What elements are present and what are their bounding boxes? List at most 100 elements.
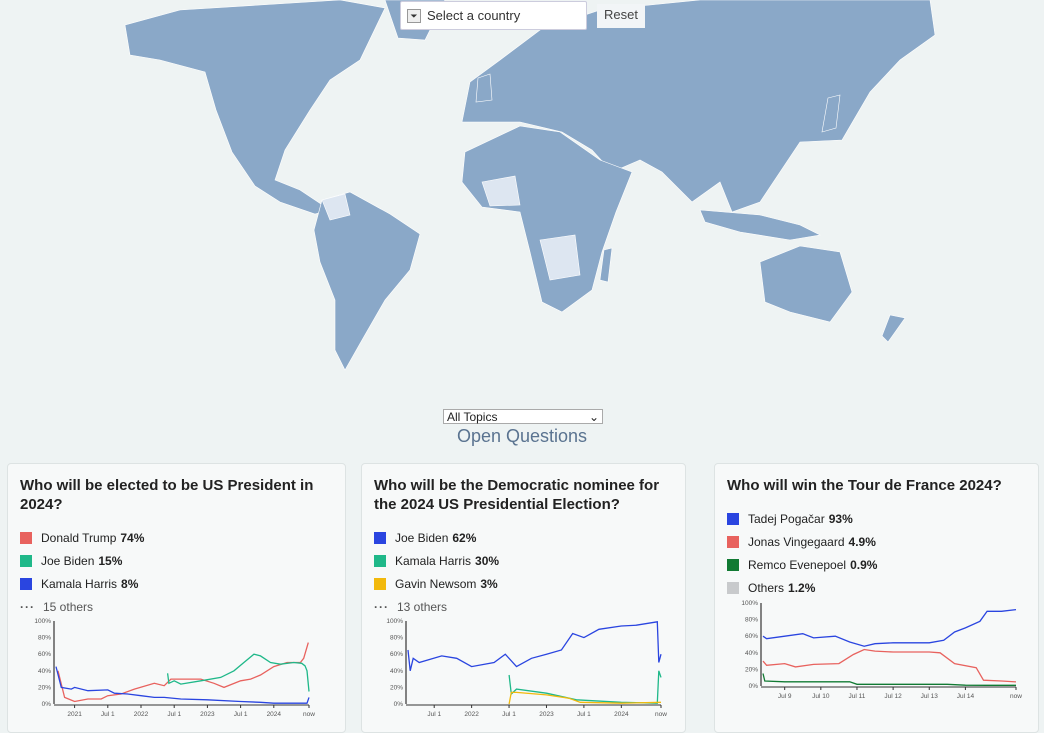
reset-button[interactable]: Reset <box>597 4 645 28</box>
y-tick-label: 20% <box>745 666 758 673</box>
filter-icon: ⏷ <box>407 8 421 23</box>
legend-swatch <box>20 577 32 590</box>
x-tick-label: Jul 1 <box>577 711 591 718</box>
x-tick-label: now <box>655 711 667 718</box>
legend-swatch <box>727 558 739 571</box>
world-map[interactable] <box>0 0 1044 380</box>
option-label: Kamala Harris <box>41 576 118 591</box>
option-row: Jonas Vingegaard 4.9% <box>727 530 1026 553</box>
country-australia[interactable] <box>759 245 853 323</box>
y-tick-label: 20% <box>390 684 403 691</box>
legend-swatch <box>374 577 386 590</box>
option-pct: 3% <box>480 576 498 591</box>
x-tick-label: Jul 9 <box>778 693 792 700</box>
y-tick-label: 100% <box>34 618 51 625</box>
more-options[interactable]: ··· 13 others <box>374 595 673 618</box>
x-tick-label: 2023 <box>539 711 554 718</box>
ellipsis-icon: ··· <box>20 599 35 614</box>
x-tick-label: now <box>1010 693 1022 700</box>
x-tick-label: 2023 <box>200 711 215 718</box>
option-label: Donald Trump <box>41 530 117 545</box>
question-title: Who will win the Tour de France 2024? <box>727 477 1002 494</box>
country-madagascar[interactable] <box>599 247 613 283</box>
series-line-tadej-poga-ar <box>762 608 1017 647</box>
more-options[interactable]: ··· 15 others <box>20 595 333 618</box>
x-tick-label: 2024 <box>267 711 282 718</box>
x-tick-label: Jul 14 <box>957 693 975 700</box>
option-pct: 4.9% <box>848 534 876 549</box>
question-title: Who will be the Democratic nominee for t… <box>374 477 660 513</box>
legend-swatch <box>727 581 739 594</box>
probability-chart: 0% 20% 40% 60% 80% 100% 2021 Jul 1 2022 Jul 1 2023… <box>34 618 315 718</box>
country-japan[interactable] <box>821 94 841 133</box>
option-pct: 1.2% <box>788 580 816 595</box>
question-card[interactable]: Who will be elected to be US President i… <box>7 463 346 733</box>
country-sahel[interactable] <box>481 175 521 207</box>
option-row: Kamala Harris 8% <box>20 572 333 595</box>
option-row: Tadej Pogačar 93% <box>727 507 1026 530</box>
option-pct: 62% <box>452 530 477 545</box>
x-tick-label: 2021 <box>67 711 82 718</box>
option-label: Jonas Vingegaard <box>748 534 845 549</box>
country-select-placeholder: Select a country <box>427 8 521 23</box>
more-label: 13 others <box>397 599 448 614</box>
x-tick-label: Jul 1 <box>502 711 516 718</box>
country-new-zealand[interactable] <box>881 314 906 343</box>
option-label: Others <box>748 580 785 595</box>
ellipsis-icon: ··· <box>374 599 389 614</box>
option-label: Gavin Newsom <box>395 576 477 591</box>
series-line-joe-biden <box>407 621 662 671</box>
question-title: Who will be elected to be US President i… <box>20 477 314 513</box>
x-tick-label: Jul 11 <box>849 693 866 700</box>
y-tick-label: 0% <box>394 701 404 708</box>
x-tick-label: Jul 1 <box>427 711 441 718</box>
legend-swatch <box>20 554 32 567</box>
option-label: Joe Biden <box>41 553 95 568</box>
x-tick-label: Jul 12 <box>884 693 902 700</box>
y-tick-label: 100% <box>741 600 758 607</box>
option-pct: 30% <box>475 553 500 568</box>
option-pct: 74% <box>120 530 145 545</box>
option-row: Joe Biden 15% <box>20 549 333 572</box>
series-line-remco-evenepoel <box>762 673 1016 686</box>
section-title: Open Questions <box>456 426 588 446</box>
country-north-america[interactable] <box>124 0 386 215</box>
option-row: Donald Trump 74% <box>20 526 333 549</box>
y-tick-label: 20% <box>38 684 51 691</box>
option-pct: 8% <box>121 576 139 591</box>
country-south-america[interactable] <box>313 191 421 371</box>
legend-swatch <box>727 535 739 548</box>
option-row: Gavin Newsom 3% <box>374 572 673 595</box>
country-uk[interactable] <box>475 73 493 103</box>
legend-swatch <box>374 554 386 567</box>
country-africa[interactable] <box>461 125 633 313</box>
probability-chart: 0% 20% 40% 60% 80% 100% Jul 1 2022 Jul 1 2023 Jul … <box>386 618 667 718</box>
country-select[interactable]: ⏷ Select a country <box>400 1 587 30</box>
y-tick-label: 60% <box>38 651 51 658</box>
series-line-kamala-harris <box>508 670 662 704</box>
y-tick-label: 60% <box>390 651 403 658</box>
y-tick-label: 40% <box>745 650 758 657</box>
country-indonesia[interactable] <box>699 209 821 241</box>
series-line-gavin-newsom <box>508 691 662 705</box>
country-central-africa[interactable] <box>539 234 581 281</box>
series-line-joe-biden <box>166 653 310 692</box>
question-card[interactable]: Who will be the Democratic nominee for t… <box>361 463 686 733</box>
legend-swatch <box>20 531 32 544</box>
legend-swatch <box>727 512 739 525</box>
country-venezuela[interactable] <box>321 193 351 221</box>
y-tick-label: 100% <box>386 618 403 625</box>
x-tick-label: 2024 <box>614 711 629 718</box>
option-pct: 93% <box>828 511 853 526</box>
x-tick-label: Jul 10 <box>812 693 830 700</box>
option-pct: 15% <box>98 553 123 568</box>
y-tick-label: 40% <box>38 668 51 675</box>
option-label: Remco Evenepoel <box>748 557 847 572</box>
option-row: Joe Biden 62% <box>374 526 673 549</box>
option-pct: 0.9% <box>850 557 878 572</box>
legend-swatch <box>374 531 386 544</box>
x-tick-label: 2022 <box>464 711 479 718</box>
topics-select[interactable]: All Topics ⌄ <box>443 409 603 424</box>
option-label: Kamala Harris <box>395 553 472 568</box>
question-card[interactable]: Who will win the Tour de France 2024? Tad… <box>714 463 1039 733</box>
